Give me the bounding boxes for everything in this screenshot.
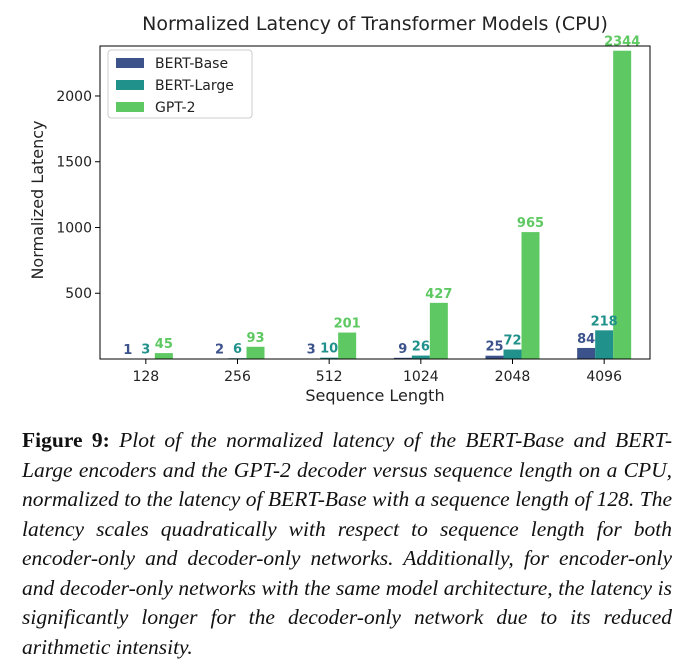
caption-label: Figure 9: [22,428,110,452]
data-label: 84 [577,332,595,347]
data-label: 72 [503,334,521,349]
data-labels: 1 2 3 9 25 84 3 6 10 26 72 218 45 93 201 427 965 2344 [123,35,640,358]
bar [320,357,339,359]
bar [393,357,412,359]
bar [503,349,522,359]
x-tick-label: 512 [316,369,343,385]
bar [613,50,632,359]
y-axis-ticks: 500 1000 1500 2000 [56,89,100,302]
data-label: 93 [246,331,264,346]
bar-chart: Normalized Latency of Transformer Models… [28,13,651,405]
bar [154,353,173,359]
legend: BERT-Base BERT-Large GPT-2 [107,49,253,119]
legend-label: GPT-2 [155,100,196,116]
legend-swatch [116,58,144,68]
data-label: 45 [155,337,173,352]
bar [429,302,448,359]
data-label: 3 [307,343,316,358]
x-tick-label: 256 [224,369,251,385]
x-tick-label: 2048 [495,369,531,385]
data-label: 2344 [604,35,640,50]
data-label: 2 [215,343,224,358]
x-tick-label: 1024 [403,369,439,385]
x-axis-ticks: 128 256 512 1024 2048 4096 [132,359,622,385]
bar [595,330,614,359]
legend-swatch [116,102,144,112]
data-label: 6 [233,342,242,357]
figure-caption: Figure 9: Plot of the normalized latency… [22,426,672,662]
data-label: 218 [591,314,618,329]
x-axis-label: Sequence Length [305,386,444,405]
y-tick-label: 1500 [56,155,92,171]
data-label: 3 [141,343,150,358]
chart-title: Normalized Latency of Transformer Models… [142,13,608,35]
bar [577,347,596,359]
data-label: 26 [412,340,430,355]
data-label: 201 [334,317,361,332]
legend-label: BERT-Large [155,78,234,94]
data-label: 427 [425,287,452,302]
data-label: 9 [398,342,407,357]
plot-frame [99,45,651,360]
bar [246,346,265,359]
data-label: 1 [123,343,132,358]
x-tick-label: 4096 [586,369,622,385]
y-axis-label: Normalized Latency [28,120,47,279]
y-tick-label: 500 [65,286,92,302]
bar [521,232,540,359]
bar [485,355,504,359]
bar [411,355,430,359]
data-label: 10 [320,342,338,357]
x-tick-label: 128 [132,369,159,385]
caption-text: Plot of the normalized latency of the BE… [22,428,673,659]
data-label: 965 [517,216,544,231]
legend-swatch [116,80,144,90]
legend-label: BERT-Base [155,56,228,72]
data-label: 25 [485,340,503,355]
bar [338,332,357,359]
y-tick-label: 1000 [56,220,92,236]
y-tick-label: 2000 [56,89,92,105]
